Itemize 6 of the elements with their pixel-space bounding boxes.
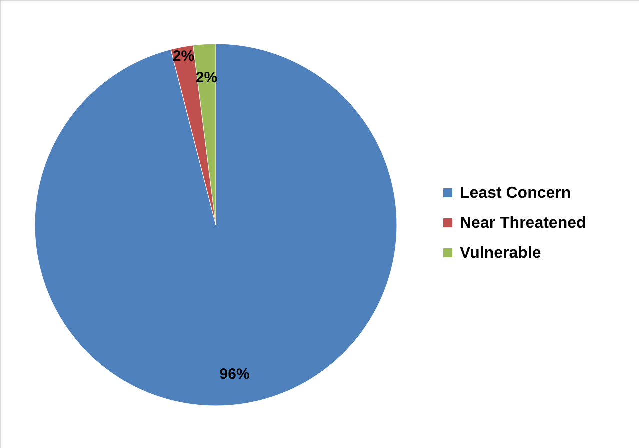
legend-label: Near Threatened	[460, 215, 586, 232]
pie-slice	[34, 44, 398, 406]
legend-label: Least Concern	[460, 185, 572, 202]
data-label: 2%	[172, 48, 195, 66]
legend-label: Vulnerable	[460, 245, 542, 262]
data-label: 96%	[220, 366, 250, 383]
